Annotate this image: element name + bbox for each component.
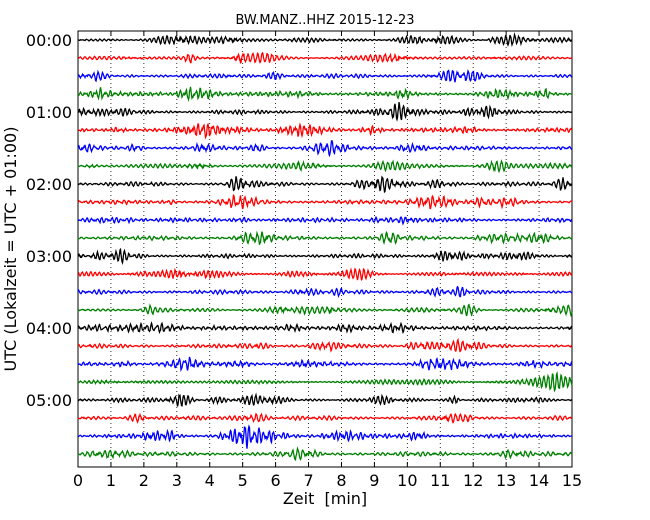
- trace-row: [77, 247, 573, 266]
- x-tick-label: 2: [139, 471, 149, 490]
- trace-row: [77, 122, 573, 140]
- x-tick-label: 1: [106, 471, 116, 490]
- y-tick-label: 01:00: [26, 103, 72, 122]
- trace-row: [77, 392, 573, 407]
- y-tick-label: 04:00: [26, 319, 72, 338]
- trace-row: [77, 267, 573, 282]
- trace-row: [77, 159, 573, 174]
- x-tick-label: 6: [271, 471, 281, 490]
- y-tick-label: 02:00: [26, 175, 72, 194]
- x-tick-label: 8: [336, 471, 346, 490]
- trace-row: [77, 193, 573, 210]
- x-tick-label: 10: [397, 471, 417, 490]
- trace-row: [77, 68, 573, 83]
- trace-row: [77, 303, 573, 318]
- x-tick-label: 13: [496, 471, 516, 490]
- x-axis-ticks: 0 1 2 3 4 5 6 7 8 9 10 11 12 13 14 15: [73, 31, 582, 490]
- trace-row: [77, 337, 573, 353]
- chart-title: BW.MANZ..HHZ 2015-12-23: [235, 13, 414, 28]
- trace-row: [77, 424, 573, 449]
- trace-row: [77, 51, 573, 64]
- y-tick-label: 00:00: [26, 31, 72, 50]
- trace-row: [77, 215, 573, 226]
- plot-frame: [77, 30, 573, 468]
- x-tick-label: 9: [369, 471, 379, 490]
- seismogram-traces: [77, 32, 573, 462]
- trace-row: [77, 412, 573, 424]
- trace-row: [77, 356, 573, 373]
- y-axis-ticks: 00:00 01:00 02:00 03:00 04:00 05:00: [26, 31, 572, 410]
- y-axis-label: UTC (Lokalzeit = UTC + 01:00): [1, 127, 20, 372]
- x-tick-label: 0: [73, 471, 83, 490]
- trace-row: [77, 102, 573, 122]
- trace-row: [77, 175, 573, 194]
- x-tick-label: 4: [205, 471, 215, 490]
- x-tick-label: 5: [238, 471, 248, 490]
- trace-row: [77, 230, 573, 245]
- y-tick-label: 05:00: [26, 391, 72, 410]
- x-grid-lines: [110, 31, 540, 467]
- x-tick-label: 15: [562, 471, 582, 490]
- x-tick-label: 11: [430, 471, 450, 490]
- trace-row: [77, 285, 573, 299]
- x-axis-label: Zeit [min]: [283, 489, 367, 508]
- trace-row: [77, 32, 573, 48]
- trace-row: [77, 370, 573, 393]
- trace-row: [77, 320, 573, 335]
- x-tick-label: 7: [303, 471, 313, 490]
- x-tick-label: 3: [172, 471, 182, 490]
- trace-row: [77, 140, 573, 158]
- x-tick-label: 12: [463, 471, 483, 490]
- y-tick-label: 03:00: [26, 247, 72, 266]
- trace-row: [77, 86, 573, 102]
- x-tick-label: 14: [529, 471, 549, 490]
- trace-row: [77, 446, 573, 462]
